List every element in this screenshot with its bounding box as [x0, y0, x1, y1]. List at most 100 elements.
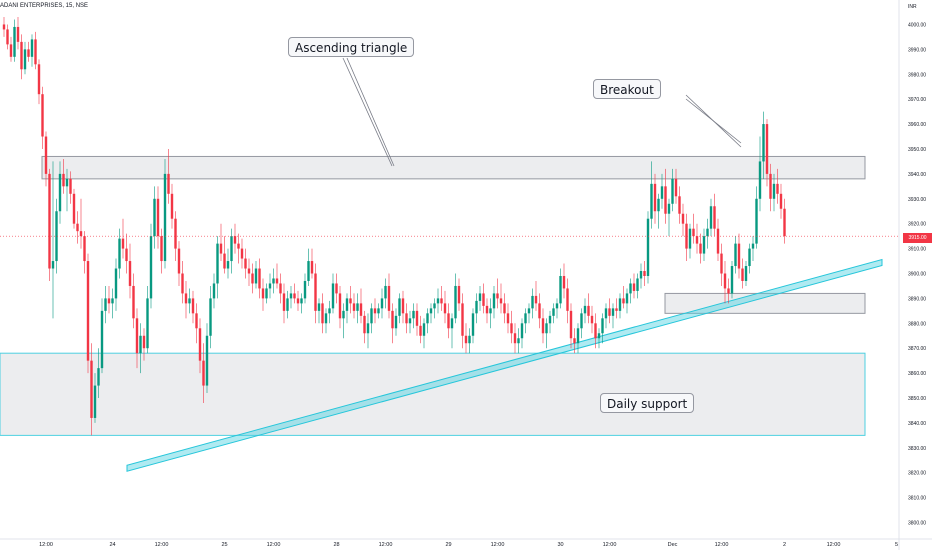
candle-body: [244, 258, 247, 269]
candle: [583, 298, 587, 324]
price-tick-label: 3880.00: [908, 321, 926, 327]
candle-body: [251, 273, 254, 284]
daily-support-callout[interactable]: Daily support: [600, 393, 695, 413]
price-tick-label: 3840.00: [908, 421, 926, 427]
candle: [181, 261, 184, 304]
candle-body: [475, 300, 478, 314]
candle: [671, 168, 674, 212]
time-tick-label: 12:00: [715, 542, 729, 548]
candle-body: [405, 313, 408, 324]
candle: [41, 86, 44, 149]
ascending-triangle-callout[interactable]: Ascending triangle: [288, 37, 415, 57]
candle-body: [324, 313, 328, 324]
candle-body: [653, 183, 657, 212]
candle-body: [506, 313, 510, 324]
candle-body: [48, 173, 51, 269]
candle-body: [321, 303, 324, 324]
price-tick-label: 3850.00: [908, 396, 926, 402]
candle: [58, 161, 62, 224]
candle: [51, 161, 55, 319]
candle: [177, 241, 181, 286]
candle-body: [692, 228, 695, 237]
candle-body: [622, 298, 625, 304]
candle-body: [450, 318, 454, 329]
candle-body: [359, 303, 363, 316]
candle: [636, 273, 639, 299]
price-tick-label: 3950.00: [908, 147, 926, 153]
candle-body: [307, 261, 310, 281]
candle: [65, 168, 69, 212]
candle-body: [132, 285, 135, 319]
candle-body: [566, 288, 569, 311]
candle-body: [16, 26, 20, 42]
candle: [548, 310, 552, 334]
candle: [751, 236, 755, 262]
candle-body: [51, 261, 55, 269]
candle: [240, 238, 244, 269]
price-tick-label: 3940.00: [908, 172, 926, 178]
price-axis[interactable]: 3800.00 3810.00 3820.00 3830.00 3840.00 3850.…: [898, 0, 926, 550]
candle-body: [531, 295, 534, 309]
candle-body: [657, 198, 660, 212]
candle-body: [188, 298, 191, 304]
candle-body: [769, 173, 772, 199]
zones-layer: [0, 155, 866, 436]
candle: [317, 298, 321, 324]
candle-body: [163, 173, 167, 262]
candle-body: [576, 328, 580, 344]
candle: [209, 285, 212, 349]
candle: [370, 303, 373, 334]
candle-body: [342, 310, 345, 319]
breakout-callout[interactable]: Breakout: [593, 79, 661, 99]
candle-body: [44, 136, 48, 174]
candle-body: [384, 285, 387, 299]
candle: [97, 348, 100, 399]
candle: [37, 59, 41, 105]
candle: [422, 318, 426, 349]
candle: [674, 168, 678, 204]
candle-body: [510, 323, 513, 334]
candle: [566, 278, 569, 324]
candle: [492, 285, 496, 319]
candle: [706, 218, 709, 249]
candle-body: [590, 315, 594, 324]
candle: [349, 285, 352, 314]
candle-body: [524, 313, 527, 324]
candle: [541, 308, 545, 344]
candle: [713, 193, 716, 237]
candle: [132, 273, 135, 329]
candle: [405, 303, 408, 334]
candle-body: [688, 228, 692, 249]
candle: [664, 168, 667, 224]
candle-body: [219, 243, 223, 254]
candle: [342, 303, 345, 339]
candle-body: [394, 315, 398, 329]
candle-body: [478, 293, 482, 301]
candle: [226, 248, 230, 279]
candle: [191, 290, 195, 324]
candle: [34, 31, 37, 70]
candle: [359, 288, 363, 324]
candle: [72, 188, 76, 229]
candle-body: [352, 303, 356, 311]
candle: [268, 273, 272, 299]
candle-body: [174, 218, 177, 249]
candle: [762, 111, 765, 179]
candle-body: [468, 335, 471, 344]
candle-body: [69, 178, 72, 194]
candle-body: [737, 243, 741, 269]
candle: [345, 293, 349, 324]
breakout-leader-line: [685, 94, 742, 148]
candle-body: [363, 315, 366, 334]
candle: [426, 308, 429, 334]
candle-body: [209, 298, 212, 336]
candle-body: [118, 238, 121, 269]
candle-body: [646, 218, 650, 276]
candle-body: [181, 273, 184, 294]
candle: [436, 288, 440, 314]
time-axis[interactable]: 12:00 24 12:00 25 12:00 28 12:00 29 12:00 30 12:00…: [0, 538, 932, 548]
candle-body: [674, 178, 678, 197]
candle-body: [23, 49, 27, 70]
trendline-channel: [126, 258, 883, 472]
